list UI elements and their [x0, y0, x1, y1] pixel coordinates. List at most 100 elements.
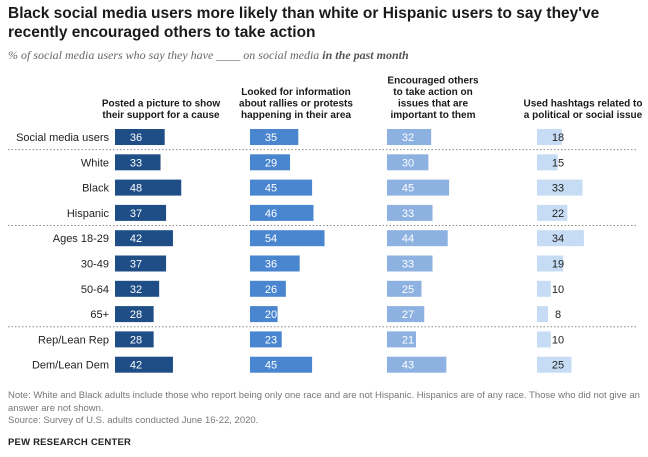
bar-2-3	[387, 204, 433, 221]
data-label-0-7: 28	[130, 309, 142, 321]
series-header-3-line-0: Used hashtags related to	[524, 99, 643, 110]
data-label-3-2: 33	[552, 183, 564, 195]
bar-1-9	[250, 356, 313, 373]
bar-3-9	[537, 356, 572, 373]
bar-1-8	[250, 331, 282, 348]
data-label-0-2: 48	[130, 183, 142, 195]
category-label-5: 30-49	[81, 259, 109, 271]
bar-3-0	[537, 129, 562, 145]
category-label-8: Rep/Lean Rep	[38, 334, 109, 346]
series-header-1-line-2: happening in their area	[241, 110, 351, 121]
bar-1-5	[250, 255, 300, 272]
data-label-3-7: 8	[555, 309, 561, 321]
bar-0-4	[115, 230, 173, 247]
data-label-0-5: 37	[130, 259, 142, 271]
series-header-0-line-1: their support for a cause	[102, 110, 220, 121]
series-header-0-line-0: Posted a picture to show	[102, 99, 221, 110]
data-label-1-4: 54	[265, 233, 277, 245]
bar-2-6	[387, 280, 422, 297]
series-header-2-line-3: important to them	[391, 110, 476, 121]
bar-1-3	[250, 204, 314, 221]
data-label-1-9: 45	[265, 360, 277, 372]
bar-0-8	[115, 331, 154, 348]
category-label-9: Dem/Lean Dem	[32, 360, 109, 372]
bar-3-4	[537, 230, 584, 247]
bar-3-2	[537, 179, 583, 196]
bar-1-1	[250, 154, 291, 171]
bar-2-8	[387, 331, 416, 348]
data-label-1-7: 20	[265, 309, 277, 321]
category-label-1: White	[81, 157, 109, 169]
chart-subtitle: % of social media users who say they hav…	[8, 48, 640, 63]
data-label-0-4: 42	[130, 233, 142, 245]
series-header-3-line-1: a political or social issue	[524, 110, 643, 121]
data-label-3-9: 25	[552, 360, 564, 372]
data-label-3-8: 10	[552, 334, 564, 346]
bar-2-0	[387, 129, 432, 145]
chart-title: Black social media users more likely tha…	[8, 5, 600, 41]
bar-3-8	[537, 331, 551, 348]
data-label-2-8: 21	[402, 334, 414, 346]
footer-source: Source: Survey of U.S. adults conducted …	[8, 415, 259, 426]
data-label-1-6: 26	[265, 284, 277, 296]
bar-2-4	[387, 230, 448, 247]
bar-1-4	[250, 230, 325, 247]
data-label-3-4: 34	[552, 233, 564, 245]
data-label-3-5: 19	[552, 259, 564, 271]
data-label-1-2: 45	[265, 183, 277, 195]
data-label-2-1: 30	[402, 157, 414, 169]
data-label-0-0: 36	[130, 132, 142, 144]
data-label-2-5: 33	[402, 259, 414, 271]
category-label-7: 65+	[90, 309, 109, 321]
data-label-3-1: 15	[552, 157, 564, 169]
data-label-1-3: 46	[265, 208, 277, 220]
bar-1-6	[250, 280, 286, 297]
bar-0-7	[115, 306, 154, 323]
data-label-2-4: 44	[402, 233, 414, 245]
bar-0-5	[115, 255, 167, 272]
bar-0-6	[115, 280, 160, 297]
series-header-1-line-0: Looked for information	[241, 87, 350, 98]
category-label-2: Black	[82, 183, 109, 195]
series-header-2-line-0: Encouraged others	[387, 76, 479, 87]
bar-2-2	[387, 179, 450, 196]
footer-note: Note: White and Black adults include tho…	[8, 390, 640, 414]
bar-3-7	[537, 306, 549, 323]
data-label-2-0: 32	[402, 132, 414, 144]
data-label-2-9: 43	[402, 360, 414, 372]
data-label-1-0: 35	[265, 132, 277, 144]
bar-3-6	[537, 280, 551, 297]
data-label-2-3: 33	[402, 208, 414, 220]
category-label-3: Hispanic	[67, 208, 110, 220]
series-header-2-line-1: to take action on	[393, 87, 472, 98]
bar-3-1	[537, 154, 558, 171]
data-label-2-6: 25	[402, 284, 414, 296]
data-label-1-1: 29	[265, 157, 277, 169]
bar-2-1	[387, 154, 429, 171]
data-label-2-7: 27	[402, 309, 414, 321]
bar-2-7	[387, 306, 425, 323]
category-label-4: Ages 18-29	[53, 233, 109, 245]
bar-3-5	[537, 255, 564, 272]
subtitle-mid: on social media	[243, 48, 320, 62]
data-label-1-8: 23	[265, 334, 277, 346]
bar-0-2	[115, 179, 182, 196]
data-label-0-1: 33	[130, 157, 142, 169]
data-label-0-3: 37	[130, 208, 142, 220]
bar-0-0	[115, 129, 165, 145]
bar-0-1	[115, 154, 161, 171]
data-label-1-5: 36	[265, 259, 277, 271]
bar-0-3	[115, 204, 167, 221]
category-label-0: Social media users	[16, 132, 109, 144]
bar-1-2	[250, 179, 313, 196]
bar-1-0	[250, 129, 299, 145]
subtitle-emphasis: in the past month	[322, 48, 409, 62]
subtitle-blank: ____	[216, 48, 241, 62]
data-label-3-6: 10	[552, 284, 564, 296]
bar-2-9	[387, 356, 447, 373]
data-label-2-2: 45	[402, 183, 414, 195]
data-label-0-8: 28	[130, 334, 142, 346]
bar-0-9	[115, 356, 173, 373]
data-label-3-0: 18	[552, 132, 564, 144]
